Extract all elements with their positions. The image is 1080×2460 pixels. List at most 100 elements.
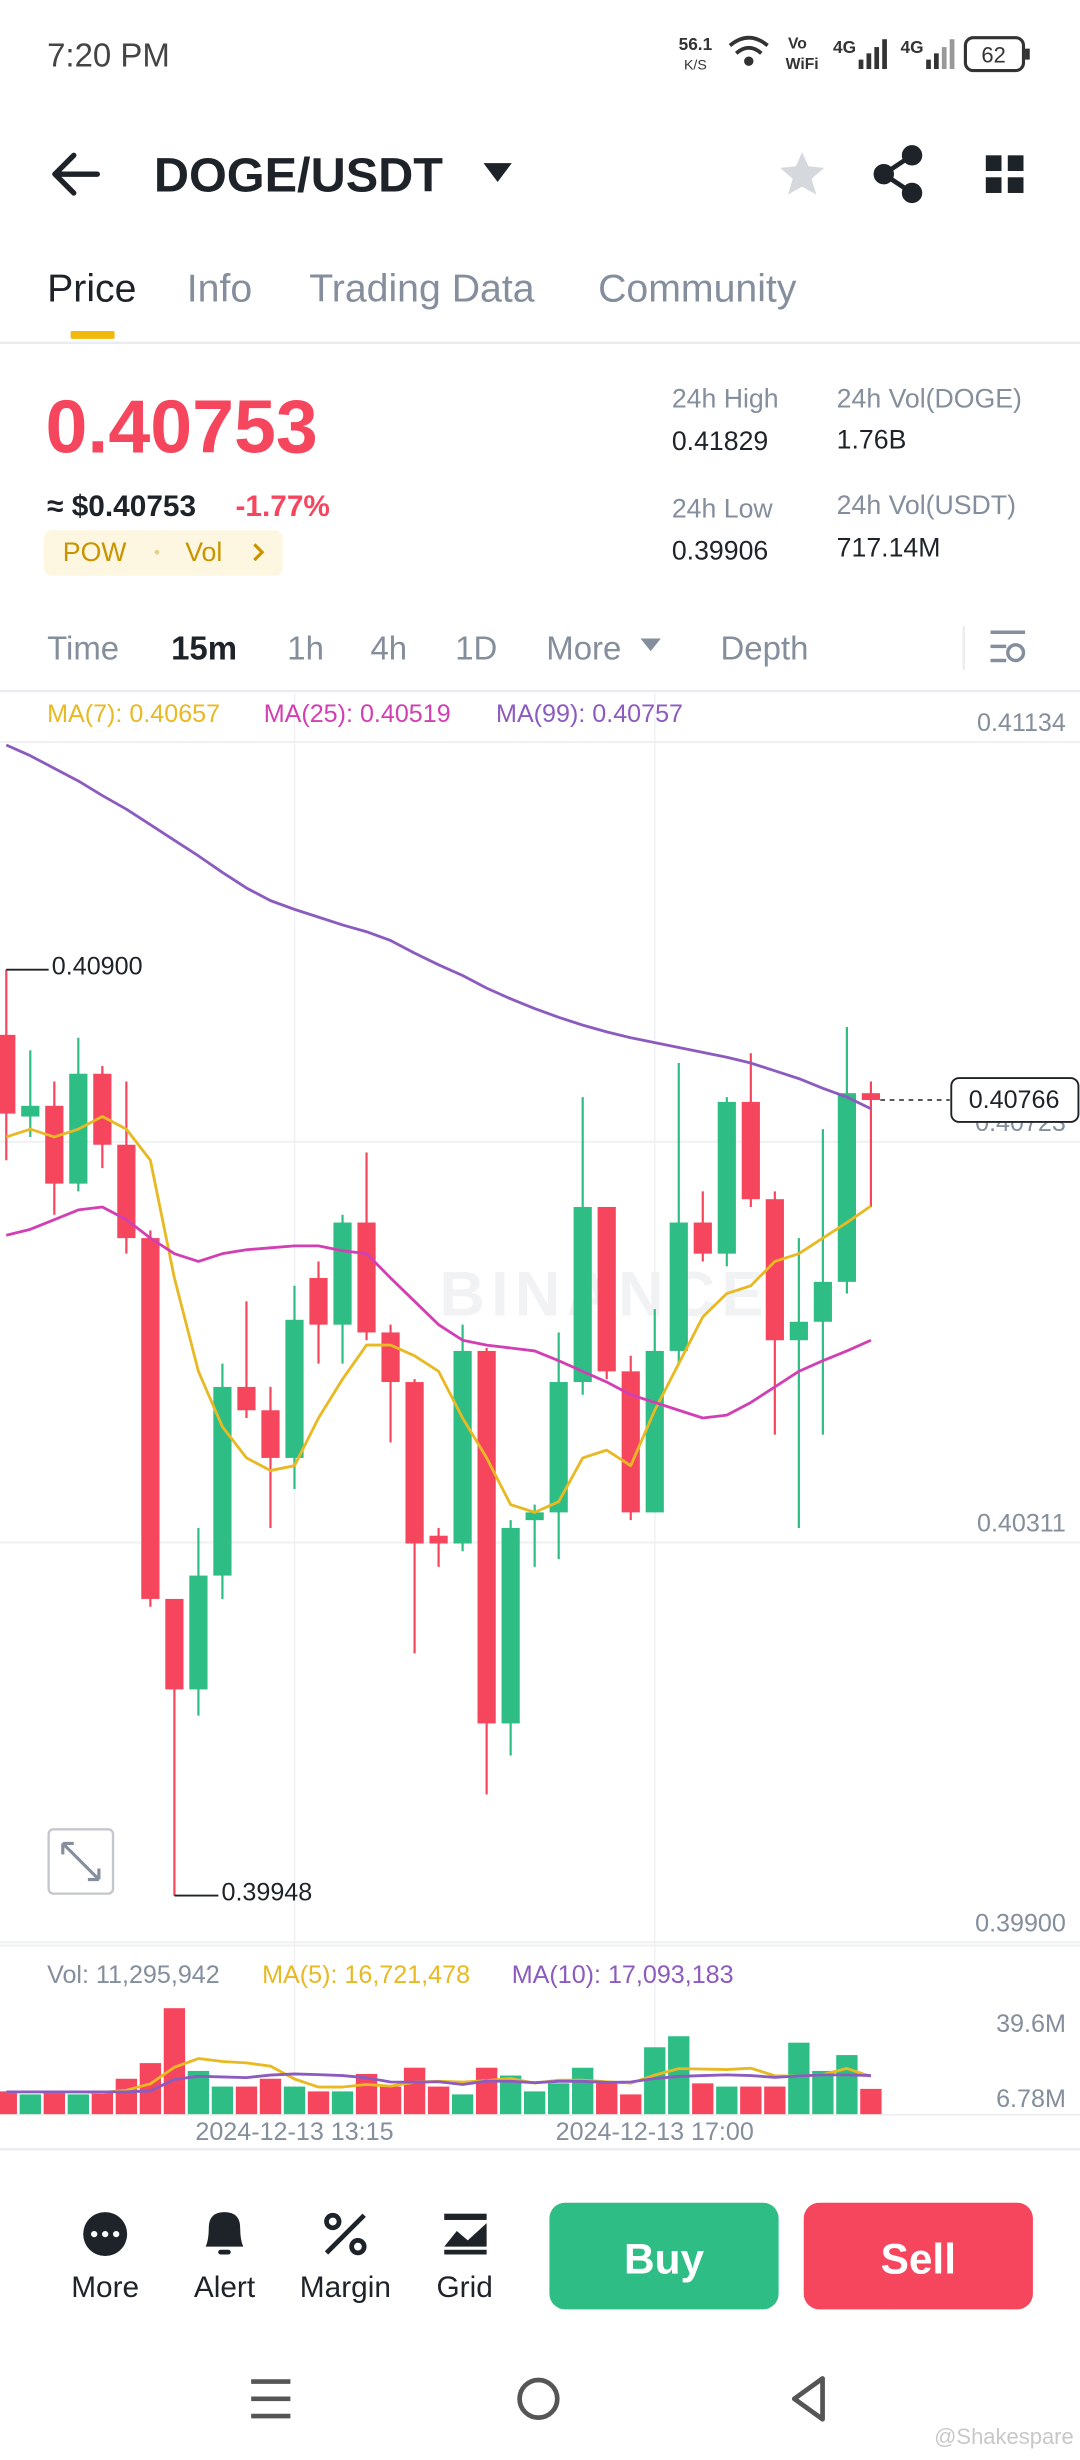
x-tick-label: 2024-12-13 17:00	[556, 2118, 754, 2146]
pair-dropdown[interactable]	[483, 163, 512, 182]
interval[interactable]: 1h	[287, 629, 324, 666]
tag[interactable]: Vol	[185, 537, 222, 567]
last-price-box	[950, 1077, 1080, 1123]
candle-body	[453, 1350, 472, 1544]
volume-bar	[451, 2094, 474, 2115]
credit: @Shakespare	[934, 2424, 1074, 2449]
net-unit: K/S	[684, 56, 707, 72]
stat-value: 0.39906	[672, 536, 768, 566]
candle-body	[117, 1144, 136, 1239]
tab[interactable]: Trading Data	[309, 267, 535, 311]
margin-icon[interactable]	[324, 2212, 367, 2256]
tag-separator	[154, 549, 160, 555]
volume-bar	[187, 2070, 210, 2115]
volume-bar	[836, 2055, 858, 2115]
ma-line	[5, 743, 872, 1111]
buy-label[interactable]: Buy	[624, 2236, 704, 2283]
volume-bar	[740, 2086, 762, 2115]
interval[interactable]: 4h	[370, 629, 407, 666]
nav-menu[interactable]	[251, 2379, 291, 2419]
candle-body	[549, 1382, 568, 1513]
usd-price: ≈ $0.40753	[47, 490, 196, 523]
stat-value: 0.41829	[672, 426, 768, 456]
grid-menu-icon[interactable]	[985, 155, 1024, 193]
expand-button[interactable]	[47, 1828, 115, 1895]
candle-body	[237, 1386, 256, 1411]
candle-body	[357, 1222, 376, 1333]
volume-bar	[523, 2091, 546, 2115]
candle-body	[501, 1527, 520, 1724]
pair-title[interactable]: DOGE/USDT	[154, 149, 443, 203]
volume-bar	[115, 2078, 138, 2115]
candle-body	[333, 1222, 352, 1325]
volume-bar	[19, 2094, 41, 2115]
toolbar-label[interactable]: Grid	[436, 2271, 492, 2304]
candle-body	[717, 1101, 736, 1254]
net-speed: 56.1	[679, 34, 713, 54]
interval[interactable]: 1D	[455, 629, 497, 666]
wifi-icon	[728, 35, 769, 66]
toolbar-label[interactable]: More	[71, 2271, 139, 2304]
legend-entry: MA(99): 0.40757	[496, 700, 683, 728]
candle-body	[285, 1319, 304, 1458]
interval[interactable]: More	[546, 629, 621, 666]
tag-box[interactable]	[43, 530, 283, 576]
alert-icon[interactable]	[205, 2212, 244, 2255]
candle-body	[189, 1575, 208, 1690]
volume-bar	[403, 2067, 426, 2115]
candle-body	[405, 1382, 424, 1544]
legend-entry: MA(25): 0.40519	[264, 700, 451, 728]
candle-body	[741, 1101, 760, 1200]
more-caret	[640, 638, 661, 652]
volume-bar	[475, 2067, 498, 2115]
interval[interactable]: Depth	[721, 629, 809, 666]
status-time: 7:20 PM	[47, 36, 170, 73]
toolbar-label[interactable]: Alert	[194, 2271, 256, 2304]
sell-button[interactable]	[803, 2202, 1033, 2310]
candle-body	[621, 1371, 640, 1513]
tag[interactable]: POW	[63, 537, 128, 567]
volume-bar	[860, 2088, 882, 2115]
battery-level: 62	[981, 42, 1005, 67]
candle-body	[0, 1034, 16, 1114]
nav-home[interactable]	[517, 2377, 560, 2420]
volume-bar	[235, 2086, 258, 2115]
stat-value: 1.76B	[837, 424, 907, 454]
nav-back[interactable]	[791, 2376, 825, 2422]
tab[interactable]: Info	[187, 267, 252, 311]
ma-line	[5, 1115, 872, 1514]
toolbar-label[interactable]: Margin	[300, 2271, 391, 2304]
volume-bar	[67, 2094, 90, 2115]
candle-body	[93, 1073, 112, 1145]
candle-body	[309, 1277, 328, 1325]
volume-bar	[692, 2083, 714, 2115]
back-button[interactable]	[52, 152, 100, 196]
chart-layer: 2024-12-13 13:15 2024-12-13 17:00 0.41134 0…	[0, 693, 1080, 2146]
interval[interactable]: 15m	[171, 629, 237, 666]
share-icon[interactable]	[873, 145, 923, 204]
favorite-star[interactable]	[780, 152, 825, 195]
volume-bar	[812, 2070, 834, 2115]
candle-body	[765, 1199, 784, 1341]
grid-icon[interactable]	[444, 2213, 487, 2255]
legend-entry: MA(10): 17,093,183	[512, 1961, 734, 1989]
chart-settings-icon[interactable]	[990, 630, 1026, 663]
interval[interactable]: Time	[47, 629, 119, 666]
candle-body	[861, 1093, 881, 1100]
candle-body	[429, 1535, 448, 1544]
y-tick-label: 0.41134	[977, 709, 1066, 737]
volume-bar	[211, 2086, 234, 2115]
volume-bar	[163, 2008, 186, 2115]
tab[interactable]: Community	[598, 267, 797, 311]
volume-bar	[0, 2091, 17, 2115]
volume-bar	[788, 2042, 810, 2115]
candle-body	[261, 1410, 280, 1458]
volume-bar	[644, 2047, 666, 2115]
more-icon[interactable]	[83, 2212, 128, 2257]
tab[interactable]: Price	[47, 267, 136, 311]
sell-label[interactable]: Sell	[881, 2236, 956, 2283]
buy-button[interactable]	[549, 2202, 779, 2310]
signal-icon	[858, 39, 887, 70]
candle-body	[573, 1206, 592, 1383]
